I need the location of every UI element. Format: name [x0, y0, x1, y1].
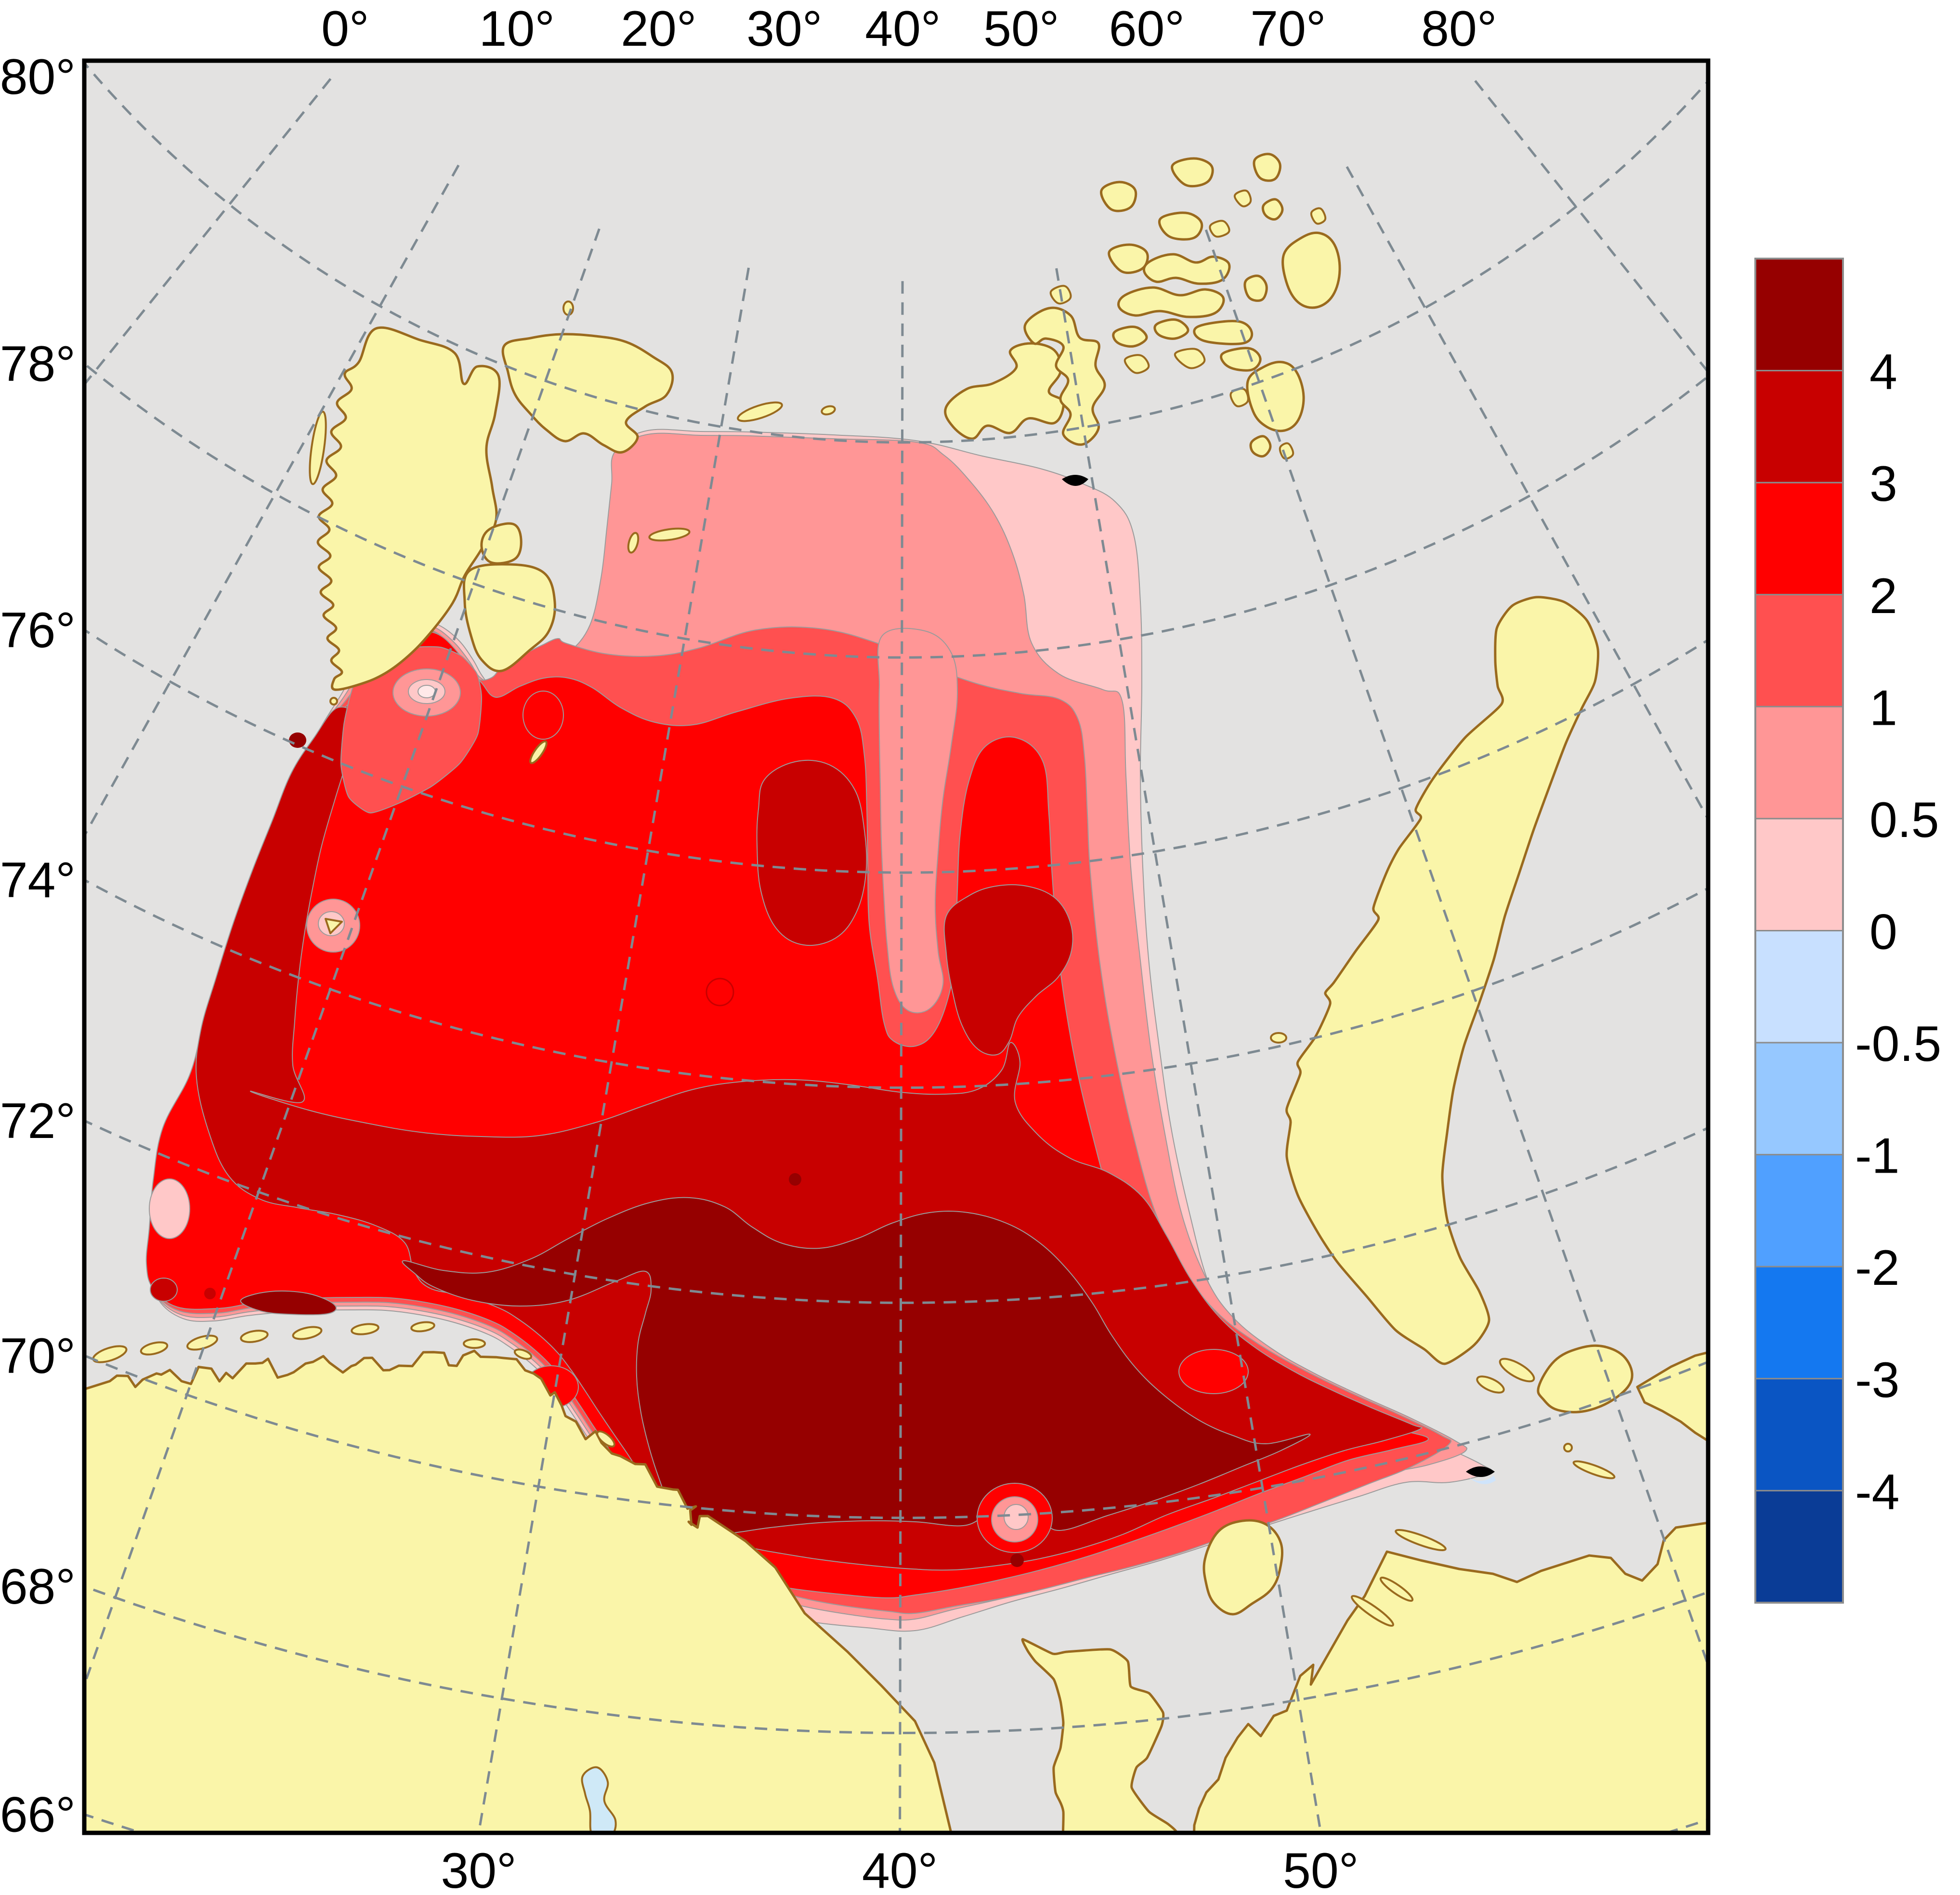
svg-text:40°: 40°	[865, 1, 941, 57]
svg-text:68°: 68°	[0, 1559, 76, 1615]
svg-text:-3: -3	[1855, 1352, 1899, 1408]
svg-text:0: 0	[1869, 904, 1897, 960]
svg-text:70°: 70°	[0, 1328, 76, 1384]
svg-text:74°: 74°	[0, 852, 76, 908]
svg-text:72°: 72°	[0, 1093, 76, 1149]
svg-text:80°: 80°	[1421, 1, 1497, 57]
svg-text:40°: 40°	[862, 1843, 938, 1893]
svg-text:50°: 50°	[1283, 1843, 1359, 1893]
svg-text:0°: 0°	[321, 1, 369, 57]
svg-text:4: 4	[1869, 344, 1897, 400]
svg-text:80°: 80°	[0, 49, 76, 105]
svg-text:70°: 70°	[1250, 1, 1326, 57]
svg-text:-2: -2	[1855, 1240, 1899, 1296]
svg-text:10°: 10°	[479, 1, 555, 57]
svg-text:3: 3	[1869, 456, 1897, 512]
svg-text:76°: 76°	[0, 602, 76, 658]
svg-text:50°: 50°	[983, 1, 1059, 57]
svg-text:30°: 30°	[441, 1843, 516, 1893]
svg-text:20°: 20°	[621, 1, 696, 57]
svg-text:-0.5: -0.5	[1855, 1016, 1941, 1072]
svg-text:1: 1	[1869, 680, 1897, 736]
svg-text:30°: 30°	[746, 1, 822, 57]
svg-text:-1: -1	[1855, 1128, 1899, 1184]
svg-text:78°: 78°	[0, 336, 76, 392]
svg-text:66°: 66°	[0, 1787, 76, 1843]
svg-text:2: 2	[1869, 568, 1897, 624]
svg-text:60°: 60°	[1109, 1, 1185, 57]
svg-text:-4: -4	[1855, 1464, 1899, 1520]
svg-text:0.5: 0.5	[1869, 792, 1939, 848]
